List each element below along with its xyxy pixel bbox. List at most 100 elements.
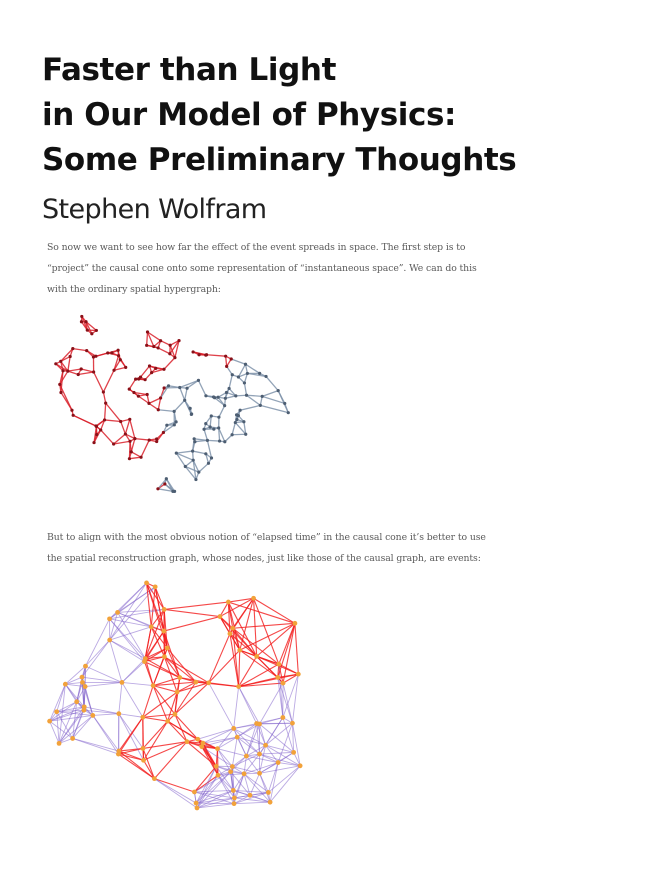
hypergraph-edge (165, 478, 176, 492)
reconstruction-node (241, 771, 247, 777)
reconstruction-node (231, 801, 237, 807)
hypergraph-edge (243, 373, 249, 384)
reconstruction-edge (166, 647, 181, 678)
reconstruction-edge (229, 633, 240, 687)
reconstruction-edge (278, 664, 284, 684)
reconstruction-node (251, 595, 256, 601)
reconstruction-edge (265, 744, 294, 753)
reconstruction-edge (152, 677, 180, 687)
hypergraph-edge (164, 483, 174, 492)
hypergraph-edge (67, 356, 71, 372)
hypergraph-node (173, 356, 177, 360)
hypergraph-edge (160, 340, 171, 346)
reconstruction-edge (238, 673, 299, 688)
hypergraph-node (54, 362, 58, 366)
hypergraph-node (102, 418, 107, 422)
hypergraph-node (206, 461, 211, 465)
hypergraph-node (70, 408, 74, 412)
hypergraph-node (128, 439, 132, 443)
reconstruction-edge (196, 803, 235, 809)
reconstruction-node (295, 671, 301, 677)
hypergraph-edge (184, 388, 188, 401)
hypergraph-node (171, 489, 175, 493)
hypergraph-node (133, 437, 137, 441)
reconstruction-edge (294, 623, 299, 675)
reconstruction-edge (277, 677, 293, 724)
reconstruction-node (229, 764, 235, 769)
hypergraph-edge (218, 427, 226, 442)
hypergraph-node (99, 428, 103, 432)
hypergraph-node (124, 365, 128, 369)
reconstruction-edge (142, 713, 175, 718)
hypergraph-node (84, 320, 88, 324)
reconstruction-node (116, 748, 122, 754)
reconstruction-edge (259, 753, 279, 763)
reconstruction-node (257, 770, 262, 776)
hypergraph-edge (228, 374, 233, 389)
hypergraph-edge (104, 419, 121, 423)
reconstruction-node (247, 792, 253, 798)
hypergraph-node (216, 395, 220, 399)
reconstruction-edge (195, 774, 219, 804)
reconstruction-node (263, 742, 268, 748)
reconstruction-edge (217, 766, 233, 776)
hypergraph-node (224, 354, 228, 358)
reconstruction-edge (217, 748, 233, 767)
reconstruction-edge (56, 706, 85, 713)
hypergraph-node (174, 451, 178, 455)
reconstruction-edge (81, 639, 111, 678)
reconstruction-edge (152, 647, 168, 686)
reconstruction-edge (150, 626, 168, 649)
reconstruction-edge (233, 728, 247, 757)
hypergraph-node (104, 401, 108, 405)
hypergraph-node (193, 440, 197, 444)
reconstruction-edge (282, 673, 299, 718)
hypergraph-node (132, 390, 136, 395)
paragraph-1-line-1: So now we want to see how far the effect… (47, 242, 466, 253)
hypergraph-node (94, 328, 98, 333)
reconstruction-node (267, 799, 273, 805)
reconstruction-node (280, 680, 286, 686)
reconstruction-edge (239, 622, 296, 651)
reconstruction-edge (277, 722, 293, 763)
hypergraph-edge (260, 404, 289, 414)
hypergraph-edge (277, 390, 289, 413)
hypergraph-node (112, 368, 116, 372)
reconstruction-edge (238, 682, 284, 688)
hypergraph-edge (103, 403, 107, 420)
paragraph-reconstruction-graph: But to align with the most obvious notio… (47, 527, 567, 569)
hypergraph-edge (60, 360, 69, 372)
hypergraph-node (211, 395, 216, 399)
hypergraph-node (118, 358, 122, 362)
reconstruction-edge (195, 771, 231, 804)
reconstruction-edge (196, 797, 235, 809)
hypergraph-edge (246, 394, 261, 406)
hypergraph-node (204, 422, 208, 426)
reconstruction-node (225, 599, 231, 605)
reconstruction-edge (196, 766, 217, 809)
hypergraph-node (191, 350, 195, 354)
reconstruction-edge (208, 682, 235, 729)
hypergraph-node (116, 354, 121, 358)
reconstruction-edge (277, 623, 296, 678)
hypergraph-edge (168, 385, 180, 389)
hypergraph-edge (206, 440, 213, 459)
reconstruction-node (254, 653, 260, 659)
hypergraph-edge (205, 453, 210, 464)
reconstruction-edge (267, 762, 279, 793)
hypergraph-node (204, 353, 209, 357)
hypergraph-node (230, 373, 234, 377)
reconstruction-edge (144, 647, 168, 663)
reconstruction-edge (92, 715, 120, 752)
reconstruction-edge (164, 608, 221, 618)
hypergraph-node (209, 414, 213, 418)
hypergraph-node (110, 351, 114, 355)
hypergraph-node (174, 420, 178, 424)
reconstruction-edge (259, 765, 301, 774)
hypergraph-node (192, 437, 196, 441)
reconstruction-edge (243, 773, 271, 803)
reconstruction-edge (217, 748, 232, 772)
hypergraph-edge (184, 459, 194, 467)
hypergraph-edge (230, 358, 246, 365)
reconstruction-node (152, 584, 158, 590)
